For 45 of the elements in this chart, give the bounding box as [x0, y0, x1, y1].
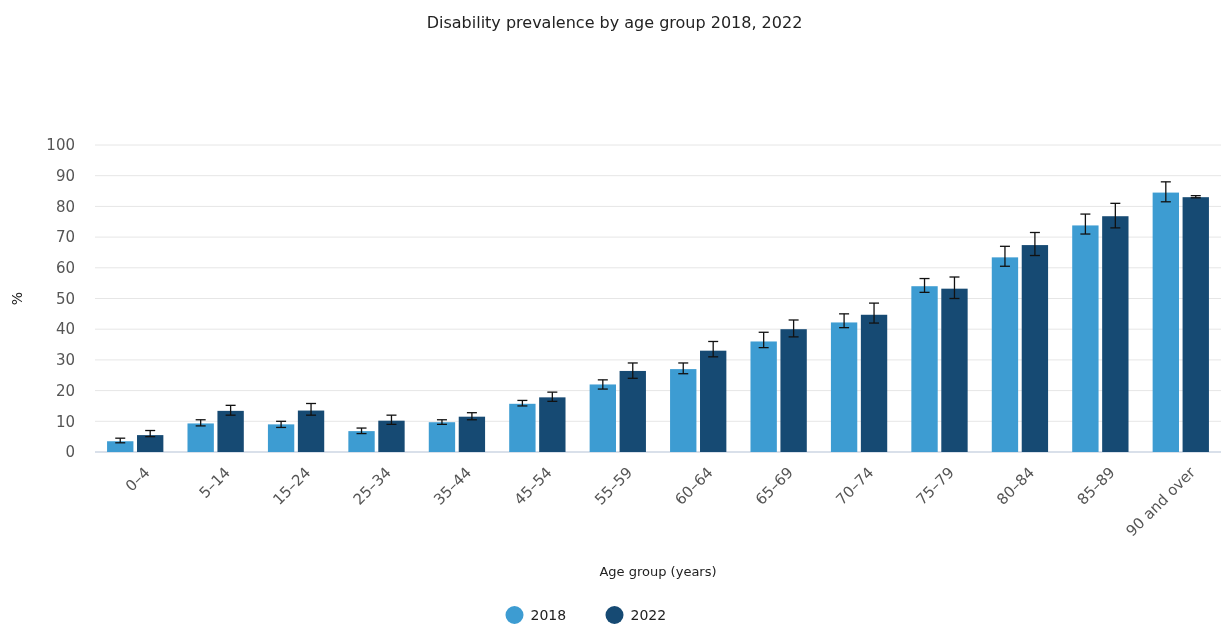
bar — [860, 314, 888, 452]
bar — [780, 329, 807, 452]
y-tick-label: 0 — [65, 443, 75, 462]
y-tick-label: 80 — [55, 197, 75, 216]
x-tick-label: 0–4 — [121, 463, 154, 496]
y-tick-label: 20 — [55, 381, 75, 400]
bar — [187, 423, 214, 452]
y-tick-label: 40 — [55, 320, 75, 339]
y-tick-label: 60 — [55, 259, 75, 278]
bar — [217, 410, 244, 452]
y-tick-label: 50 — [55, 289, 75, 308]
chart-title: Disability prevalence by age group 2018, 2022 — [426, 13, 803, 32]
bar — [941, 288, 968, 452]
bar — [700, 350, 727, 452]
bar — [539, 397, 566, 452]
bar — [348, 431, 375, 452]
y-tick-label: 100 — [46, 136, 75, 155]
bar — [991, 257, 1019, 452]
y-tick-label: 70 — [55, 228, 75, 247]
bar — [137, 435, 164, 452]
bar — [830, 322, 858, 452]
bar — [267, 424, 295, 452]
bar — [1102, 216, 1129, 452]
bar — [1152, 192, 1179, 452]
bar — [297, 410, 325, 452]
legend-label: 2018 — [530, 607, 567, 623]
bar — [911, 286, 938, 452]
bar — [458, 416, 486, 452]
bar — [378, 420, 405, 452]
bar — [619, 370, 646, 452]
bar — [1021, 245, 1049, 452]
bar — [670, 369, 697, 452]
bar — [509, 403, 536, 452]
y-tick-label: 90 — [55, 166, 75, 185]
x-axis-title: Age group (years) — [599, 564, 717, 579]
y-tick-label: 30 — [55, 351, 75, 370]
y-axis-title: % — [9, 291, 25, 306]
bar — [589, 384, 616, 452]
bar — [750, 341, 777, 452]
legend-label: 2022 — [630, 607, 667, 623]
bar — [1182, 197, 1209, 452]
bar — [1072, 225, 1099, 452]
bar — [107, 441, 134, 452]
y-tick-label: 10 — [55, 412, 75, 431]
bar — [428, 422, 456, 452]
